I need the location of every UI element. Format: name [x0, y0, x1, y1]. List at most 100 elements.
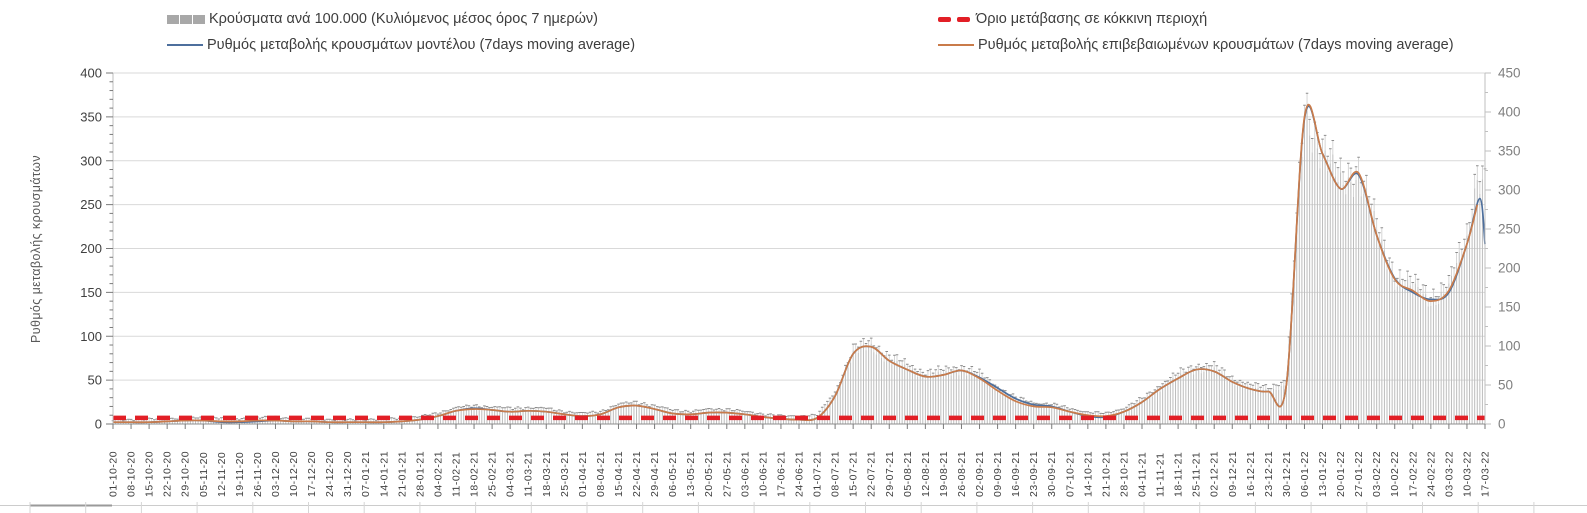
- svg-text:12-08-21: 12-08-21: [920, 451, 932, 497]
- red-dashed-line-legend-swatch-icon: [938, 17, 970, 22]
- svg-text:17-03-22: 17-03-22: [1480, 451, 1492, 497]
- svg-text:100: 100: [80, 329, 102, 344]
- svg-text:0: 0: [95, 417, 102, 432]
- svg-text:14-10-21: 14-10-21: [1082, 451, 1094, 497]
- svg-text:04-11-21: 04-11-21: [1137, 452, 1149, 497]
- svg-text:03-03-22: 03-03-22: [1443, 451, 1455, 497]
- svg-text:08-07-21: 08-07-21: [830, 451, 842, 497]
- svg-text:400: 400: [80, 66, 102, 81]
- confirmed-line-legend-swatch-icon: [938, 44, 974, 47]
- svg-text:12-11-20: 12-11-20: [216, 452, 228, 497]
- svg-text:200: 200: [80, 241, 102, 256]
- svg-text:17-06-21: 17-06-21: [775, 451, 787, 497]
- svg-text:08-10-20: 08-10-20: [126, 451, 138, 497]
- svg-text:04-02-21: 04-02-21: [432, 451, 444, 497]
- svg-text:16-12-21: 16-12-21: [1245, 451, 1257, 497]
- legend-item-confirmed-line: Ρυθμός μεταβολής επιβεβαιωμένων κρουσμάτ…: [938, 38, 1454, 53]
- svg-text:450: 450: [1498, 66, 1521, 81]
- svg-text:21-10-21: 21-10-21: [1100, 451, 1112, 497]
- legend-label: Κρούσματα ανά 100.000 (Κυλιόμενος μέσος …: [209, 11, 599, 27]
- svg-text:22-04-21: 22-04-21: [631, 451, 643, 497]
- svg-text:150: 150: [80, 285, 102, 300]
- svg-text:0: 0: [1498, 417, 1506, 432]
- legend-label: Ρυθμός μεταβολής επιβεβαιωμένων κρουσμάτ…: [978, 37, 1454, 53]
- svg-text:13-01-22: 13-01-22: [1317, 451, 1329, 497]
- svg-text:03-12-20: 03-12-20: [270, 451, 282, 497]
- svg-text:19-11-20: 19-11-20: [234, 452, 246, 497]
- gray-bar-legend-swatch-icon: [167, 14, 205, 24]
- svg-text:01-07-21: 01-07-21: [812, 451, 824, 497]
- svg-text:22-10-20: 22-10-20: [162, 451, 174, 497]
- svg-text:14-01-21: 14-01-21: [378, 451, 390, 497]
- svg-text:24-12-20: 24-12-20: [324, 451, 336, 497]
- svg-text:11-02-21: 11-02-21: [451, 452, 463, 497]
- svg-text:05-08-21: 05-08-21: [902, 451, 914, 497]
- svg-text:17-02-22: 17-02-22: [1407, 451, 1419, 497]
- svg-text:10-03-22: 10-03-22: [1461, 451, 1473, 497]
- svg-text:11-11-21: 11-11-21: [1155, 453, 1167, 497]
- svg-text:04-03-21: 04-03-21: [505, 451, 517, 497]
- svg-text:400: 400: [1498, 105, 1521, 120]
- svg-text:29-10-20: 29-10-20: [180, 451, 192, 497]
- svg-text:23-09-21: 23-09-21: [1028, 451, 1040, 497]
- svg-text:350: 350: [80, 109, 102, 124]
- svg-text:24-06-21: 24-06-21: [794, 451, 806, 497]
- svg-text:350: 350: [1498, 144, 1521, 159]
- svg-text:21-01-21: 21-01-21: [396, 451, 408, 497]
- svg-text:23-12-21: 23-12-21: [1263, 451, 1275, 497]
- svg-text:15-10-20: 15-10-20: [144, 451, 156, 497]
- svg-text:13-05-21: 13-05-21: [685, 451, 697, 497]
- svg-text:07-01-21: 07-01-21: [360, 451, 372, 497]
- svg-text:08-04-21: 08-04-21: [595, 451, 607, 497]
- svg-text:25-03-21: 25-03-21: [559, 451, 571, 497]
- svg-text:07-10-21: 07-10-21: [1064, 451, 1076, 497]
- svg-text:250: 250: [80, 197, 102, 212]
- svg-text:30-12-21: 30-12-21: [1281, 451, 1293, 497]
- svg-text:02-09-21: 02-09-21: [974, 451, 986, 497]
- svg-text:09-12-21: 09-12-21: [1227, 451, 1239, 497]
- legend-item-model-line: Ρυθμός μεταβολής κρουσμάτων μοντέλου (7d…: [167, 38, 635, 53]
- model-line-legend-swatch-icon: [167, 44, 203, 47]
- svg-text:29-04-21: 29-04-21: [649, 451, 661, 497]
- svg-text:06-01-22: 06-01-22: [1299, 451, 1311, 497]
- confirmed-line-series: [113, 104, 1479, 424]
- svg-text:01-04-21: 01-04-21: [577, 451, 589, 497]
- svg-text:31-12-20: 31-12-20: [342, 451, 354, 497]
- svg-text:250: 250: [1498, 222, 1521, 237]
- svg-text:20-01-22: 20-01-22: [1335, 451, 1347, 497]
- model-line-series: [113, 105, 1486, 424]
- svg-text:25-02-21: 25-02-21: [487, 451, 499, 497]
- svg-text:10-02-22: 10-02-22: [1389, 451, 1401, 497]
- svg-text:18-11-21: 18-11-21: [1173, 452, 1185, 497]
- svg-text:22-07-21: 22-07-21: [866, 451, 878, 497]
- svg-text:25-11-21: 25-11-21: [1191, 452, 1203, 497]
- svg-text:24-02-22: 24-02-22: [1425, 451, 1437, 497]
- svg-text:02-12-21: 02-12-21: [1209, 451, 1221, 497]
- svg-text:10-06-21: 10-06-21: [757, 451, 769, 497]
- legend-label: Όριο μετάβασης σε κόκκινη περιοχή: [976, 11, 1208, 27]
- svg-text:50: 50: [1498, 378, 1513, 393]
- svg-text:29-07-21: 29-07-21: [884, 451, 896, 497]
- bars-whiskers: [112, 93, 1486, 423]
- legend-item-red-threshold: Όριο μετάβασης σε κόκκινη περιοχή: [938, 12, 1207, 27]
- svg-text:20-05-21: 20-05-21: [703, 451, 715, 497]
- svg-text:09-09-21: 09-09-21: [992, 451, 1004, 497]
- svg-text:28-10-21: 28-10-21: [1118, 451, 1130, 497]
- svg-text:18-03-21: 18-03-21: [541, 451, 553, 497]
- svg-text:150: 150: [1498, 300, 1521, 315]
- svg-text:26-08-21: 26-08-21: [956, 451, 968, 497]
- svg-text:27-01-22: 27-01-22: [1353, 451, 1365, 497]
- svg-text:30-09-21: 30-09-21: [1046, 451, 1058, 497]
- svg-text:01-10-20: 01-10-20: [108, 451, 120, 497]
- svg-text:28-01-21: 28-01-21: [414, 451, 426, 497]
- svg-text:300: 300: [1498, 183, 1521, 198]
- svg-text:100: 100: [1498, 339, 1521, 354]
- svg-text:06-05-21: 06-05-21: [667, 451, 679, 497]
- svg-text:15-04-21: 15-04-21: [613, 451, 625, 497]
- svg-text:03-06-21: 03-06-21: [739, 451, 751, 497]
- svg-text:18-02-21: 18-02-21: [469, 451, 481, 497]
- bars-caps: [111, 92, 1487, 422]
- svg-text:17-12-20: 17-12-20: [306, 451, 318, 497]
